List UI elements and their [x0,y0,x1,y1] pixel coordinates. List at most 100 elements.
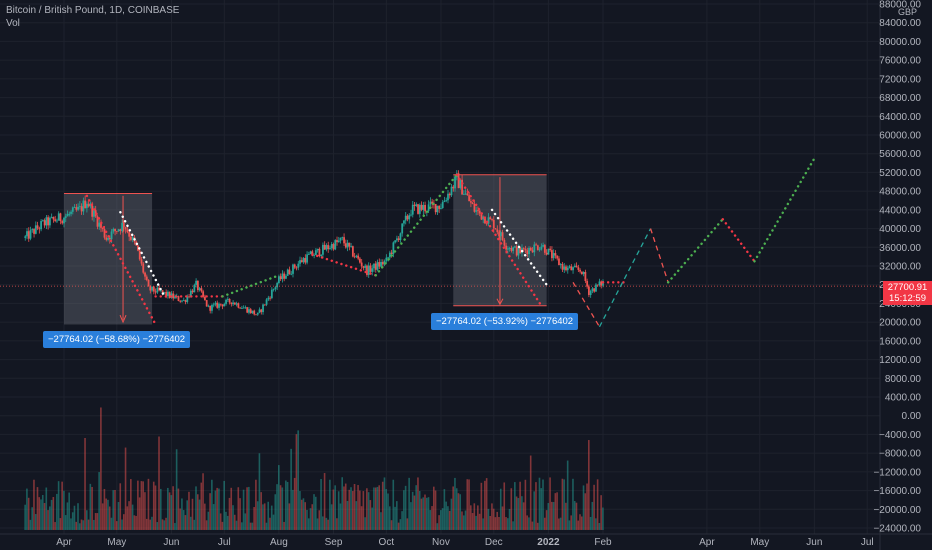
candle-body [508,248,511,249]
candle-body [542,245,545,247]
candle-body [56,220,58,222]
candle-body [572,267,574,271]
candle-body [388,252,391,258]
price-tick-label: 32000.00 [879,262,921,273]
candle-body [512,247,515,251]
volume-bar [359,490,361,530]
volume-bar [447,506,449,530]
time-tick-label: Apr [56,537,72,548]
time-tick-label: May [750,537,769,548]
candle-body [545,252,548,255]
candle-body [267,297,270,300]
candle-body [558,258,560,266]
candle-body [371,268,374,272]
candle-body [556,255,559,259]
candle-body [519,247,522,254]
candle-body [167,291,169,296]
candle-body [269,297,271,299]
volume-bar [600,495,602,530]
candle-body [538,249,541,251]
candle-body [410,214,412,216]
candle-body [151,286,153,291]
volume-bar [87,519,90,530]
candle-body [337,240,340,243]
candle-body [573,265,576,268]
candle-body [214,302,217,305]
volume-bar [499,488,502,530]
candle-body [165,291,168,296]
volume-bar [163,520,166,530]
volume-bar [189,516,192,530]
candle-body [443,200,446,202]
volume-bar [566,460,569,530]
volume-bar [50,499,53,530]
volume-bar [232,505,234,530]
candle-body [292,264,294,274]
volume-bar [112,490,115,530]
candle-body [195,280,198,285]
candle-body [283,273,286,279]
symbol-title[interactable]: Bitcoin / British Pound, 1D, COINBASE [6,5,180,16]
volume-bar [221,521,224,530]
candle-body [140,259,143,264]
candle-body [226,298,229,300]
price-tick-label: 12000.00 [879,355,921,366]
volume-bar [380,512,382,530]
volume-bar [41,495,44,530]
candle-body [332,244,335,250]
volume-bar [383,477,386,530]
volume-bar [374,487,377,530]
candle-body [353,256,356,258]
volume-bar [369,500,372,530]
volume-bar [140,481,143,530]
candle-body [286,269,289,276]
candle-body [142,263,145,273]
candle-body [418,204,421,214]
volume-bar [36,487,39,530]
volume-bar [145,518,148,530]
candle-body [406,215,409,220]
volume-bar [329,479,331,530]
price-tick-label: 84000.00 [879,18,921,29]
volume-indicator-label[interactable]: Vol [6,18,20,29]
candle-body [351,246,354,257]
candle-body [385,257,388,262]
price-tick-label: 56000.00 [879,149,921,160]
candle-body [285,275,287,279]
volume-bar [137,480,139,530]
candle-body [547,248,550,255]
candle-body [471,202,474,204]
projection-red-dashed-2 [649,228,669,283]
volume-bar [93,519,95,530]
volume-bar [381,481,384,530]
volume-bar [316,518,319,530]
price-tick-label: 60000.00 [879,131,921,142]
candle-body [244,307,247,309]
candle-body [336,240,338,243]
volume-bar [144,492,146,530]
price-tick-label: 72000.00 [879,74,921,85]
candle-body [588,286,590,295]
volume-bar [207,511,210,530]
volume-bar [457,493,460,530]
candle-body [295,267,298,269]
candle-body [330,244,333,249]
candle-body [211,305,213,311]
volume-bar [244,513,247,530]
volume-bar [124,447,127,530]
candle-body [346,242,349,248]
candle-body [440,208,442,209]
volume-bar [396,501,398,530]
measure-box-1 [64,193,153,325]
volume-bar [239,498,241,530]
volume-bar [596,479,599,530]
candle-body [447,193,449,201]
volume-bar [89,483,92,530]
volume-bar [38,497,41,530]
candle-body [29,230,32,239]
drawing-red-dotted-3 [455,173,543,307]
volume-bar [373,487,375,530]
candle-body [549,248,552,251]
candle-body [61,220,64,224]
